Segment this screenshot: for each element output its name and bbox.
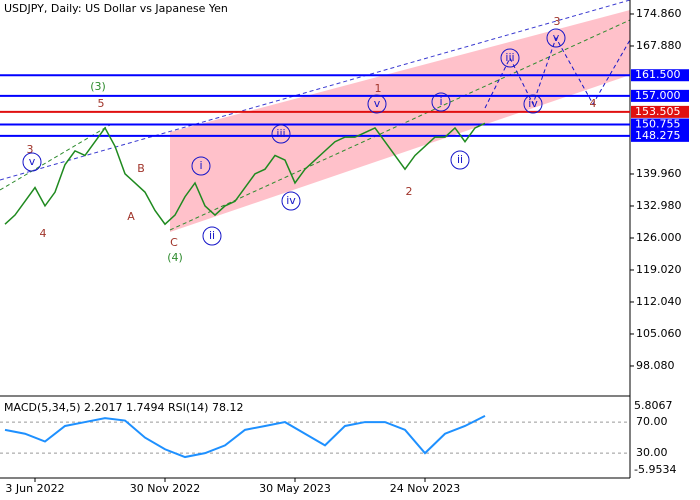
wave-label: 4 <box>590 97 597 110</box>
indicator-title: MACD(5,34,5) 2.2017 1.7494 RSI(14) 78.12 <box>4 401 243 414</box>
level-label-box <box>631 89 689 102</box>
wave-label: iii <box>276 127 285 140</box>
x-tick-label: 30 Nov 2022 <box>130 482 200 495</box>
rsi-line <box>4 414 486 459</box>
level-label-box <box>631 129 689 142</box>
x-tick-label: 3 Jun 2022 <box>5 482 64 495</box>
wave-circle <box>450 150 470 170</box>
wave-label: 2 <box>406 185 413 198</box>
wave-circle <box>500 48 520 68</box>
wave-circle <box>271 124 291 144</box>
wave-label: i <box>199 159 202 172</box>
level-label: 150.755 <box>635 117 681 130</box>
price-line <box>4 122 486 226</box>
y-tick-label: 30.00 <box>636 446 668 459</box>
y-tick-label: 139.960 <box>636 167 682 180</box>
wave-label: 5 <box>98 97 105 110</box>
wave-label: (3) <box>90 80 106 93</box>
level-label: 153.505 <box>635 105 681 118</box>
wave-label: 3 <box>27 143 34 156</box>
y-tick-label: 119.020 <box>636 263 682 276</box>
level-label: 148.275 <box>635 129 681 142</box>
wave-circle <box>22 152 42 172</box>
wave-label: v <box>29 155 36 168</box>
forecast-path <box>484 36 631 109</box>
wave-label: iii <box>505 51 514 64</box>
wave-circle <box>523 94 543 114</box>
wave-label: 1 <box>375 82 382 95</box>
wave-circle <box>367 94 387 114</box>
wave-label: B <box>137 162 145 175</box>
wave-label: A <box>127 210 135 223</box>
wave-label: v <box>553 31 560 44</box>
wave-label: iv <box>286 194 296 207</box>
wave-circle <box>191 156 211 176</box>
wave-label: (4) <box>167 251 183 264</box>
wave-circle <box>546 28 566 48</box>
x-tick-label: 30 May 2023 <box>259 482 331 495</box>
wave-label: 4 <box>40 227 47 240</box>
x-tick-label: 24 Nov 2023 <box>390 482 460 495</box>
wave-label: v <box>374 97 381 110</box>
y-tick-label: 105.060 <box>636 327 682 340</box>
wave-label: ii <box>457 153 463 166</box>
trend-line <box>0 0 631 181</box>
y-tick-label: 174.860 <box>636 7 682 20</box>
wave-circle <box>281 191 301 211</box>
indicator-scale-label: 5.8067 <box>634 399 673 412</box>
wave-label: C <box>170 236 178 249</box>
level-label: 161.500 <box>635 68 681 81</box>
y-tick-label: 112.040 <box>636 295 682 308</box>
indicator-scale-label: -5.9534 <box>634 463 676 476</box>
y-tick-label: 167.880 <box>636 39 682 52</box>
y-tick-label: 98.080 <box>636 359 675 372</box>
wave-label: 3 <box>554 15 561 28</box>
y-tick-label: 126.000 <box>636 231 682 244</box>
level-label-box <box>631 69 689 82</box>
wave-label: iv <box>528 97 538 110</box>
level-label-box <box>631 105 689 118</box>
wave-circle <box>202 226 222 246</box>
wave-label: ii <box>209 229 215 242</box>
level-label: 157.000 <box>635 89 681 102</box>
level-label-box <box>631 118 689 131</box>
y-tick-label: 132.980 <box>636 199 682 212</box>
wave-circle <box>431 92 451 112</box>
chart-title: USDJPY, Daily: US Dollar vs Japanese Yen <box>4 2 228 15</box>
wave-label: i <box>439 95 442 108</box>
y-tick-label: 70.00 <box>636 415 668 428</box>
